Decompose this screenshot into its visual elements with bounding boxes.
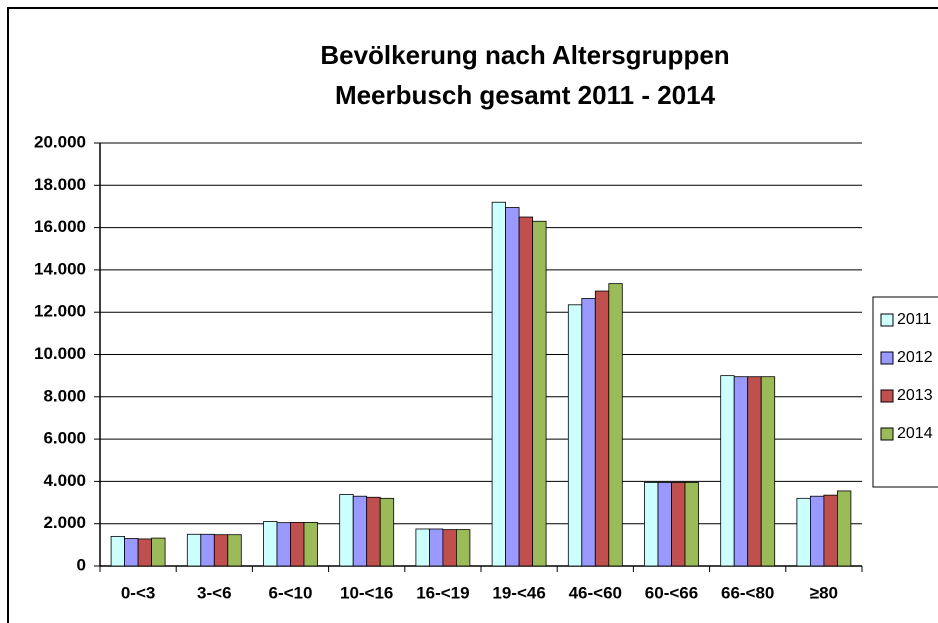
y-tick-label: 4.000 xyxy=(43,471,86,490)
y-tick-label: 14.000 xyxy=(34,259,86,278)
x-tick-label: 19-<46 xyxy=(492,583,545,602)
bar xyxy=(455,529,471,567)
y-tick-label: 16.000 xyxy=(34,217,86,236)
legend-label: 2014 xyxy=(897,425,933,442)
y-tick-label: 18.000 xyxy=(34,175,86,194)
legend-swatch xyxy=(880,427,894,441)
bar xyxy=(518,216,533,567)
bar xyxy=(644,482,659,567)
x-tick-label: 16-<19 xyxy=(416,583,469,602)
bar xyxy=(581,298,596,567)
x-tick-label: 3-<6 xyxy=(197,583,232,602)
bar xyxy=(733,376,749,567)
bar xyxy=(608,283,623,567)
legend-label: 2011 xyxy=(897,311,932,328)
legend-label: 2012 xyxy=(897,349,933,366)
bar xyxy=(684,482,699,567)
bar xyxy=(760,376,776,567)
bar xyxy=(124,538,139,567)
y-tick-label: 2.000 xyxy=(43,513,86,532)
x-tick-label: ≥80 xyxy=(810,583,838,602)
bar xyxy=(379,497,395,567)
bar xyxy=(505,207,520,567)
legend-swatch xyxy=(880,351,894,365)
y-tick-label: 10.000 xyxy=(34,344,86,363)
bar xyxy=(796,497,811,567)
bar xyxy=(594,290,610,567)
y-tick-label: 12.000 xyxy=(34,302,86,321)
x-tick-label: 60-<66 xyxy=(645,583,698,602)
x-tick-label: 46-<60 xyxy=(569,583,622,602)
chart-title: Bevölkerung nach Altersgruppen xyxy=(320,40,729,70)
chart-subtitle: Meerbusch gesamt 2011 - 2014 xyxy=(335,80,716,110)
bar xyxy=(186,533,202,567)
chart-frame xyxy=(7,7,938,623)
legend-swatch xyxy=(880,389,894,403)
bar xyxy=(263,521,278,567)
bar xyxy=(303,522,318,567)
bar xyxy=(567,304,583,567)
bar xyxy=(290,522,305,567)
bar xyxy=(823,494,838,567)
bar xyxy=(491,201,507,567)
bar xyxy=(137,538,153,567)
legend-label: 2013 xyxy=(897,387,933,404)
bar xyxy=(837,490,852,567)
x-tick-label: 0-<3 xyxy=(121,583,156,602)
bar xyxy=(810,495,825,567)
bar xyxy=(366,496,381,567)
bar xyxy=(213,534,229,567)
bar xyxy=(339,494,354,567)
x-tick-label: 6-<10 xyxy=(269,583,313,602)
y-tick-label: 6.000 xyxy=(43,429,86,448)
bar xyxy=(657,482,672,567)
bar xyxy=(276,522,291,567)
bar xyxy=(151,537,166,567)
bar xyxy=(227,534,242,567)
bar xyxy=(428,528,444,567)
bar xyxy=(352,495,368,567)
bar xyxy=(200,533,215,567)
y-tick-label: 20.000 xyxy=(34,132,86,151)
y-tick-label: 0 xyxy=(77,555,86,574)
bar xyxy=(720,375,735,567)
bar xyxy=(747,376,762,567)
bar xyxy=(110,535,125,567)
x-tick-label: 66-<80 xyxy=(721,583,774,602)
bar xyxy=(671,482,686,567)
legend-swatch xyxy=(880,313,894,327)
x-tick-label: 10-<16 xyxy=(340,583,393,602)
bar xyxy=(532,220,547,567)
y-tick-label: 8.000 xyxy=(43,386,86,405)
bar xyxy=(415,528,430,567)
bar xyxy=(442,529,457,567)
